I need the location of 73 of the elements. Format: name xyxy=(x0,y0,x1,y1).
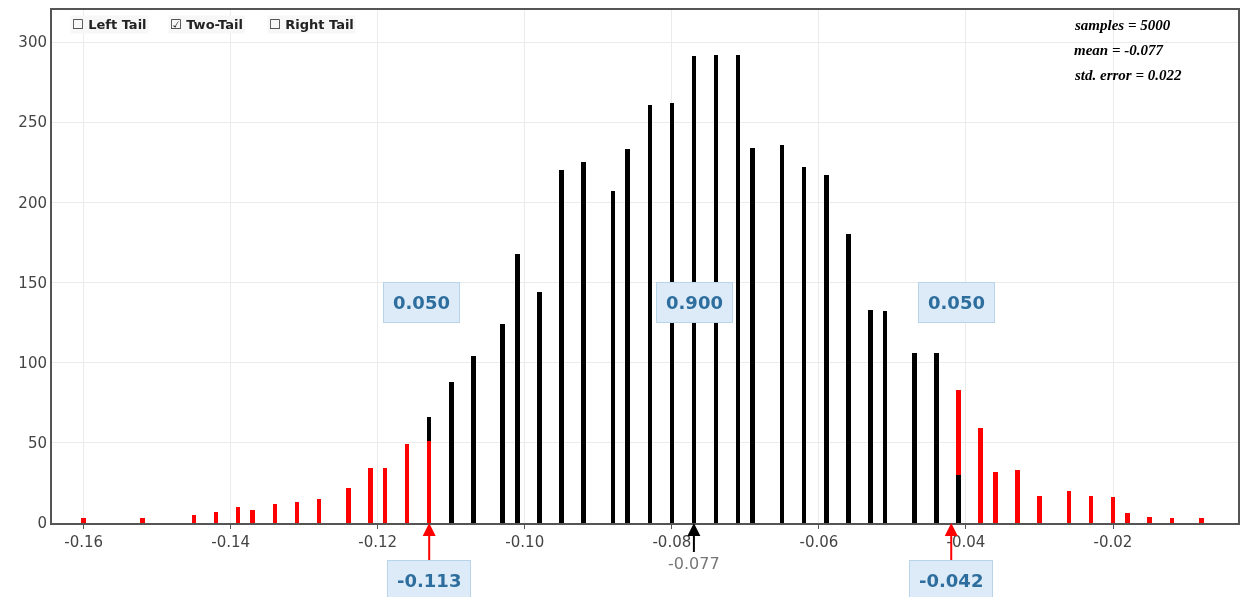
bar xyxy=(802,167,806,523)
bar xyxy=(750,148,755,523)
bar xyxy=(81,518,86,523)
bar xyxy=(317,499,321,523)
annotation: -0.077 xyxy=(668,554,720,573)
bar xyxy=(993,472,998,523)
bar xyxy=(1111,497,1115,523)
bar xyxy=(824,175,829,523)
annotation: samples = 5000 xyxy=(1074,17,1171,33)
annotation: 0.050 xyxy=(928,292,985,313)
annotation: 0.050 xyxy=(393,292,450,313)
y-tick-label: 150 xyxy=(18,273,47,292)
x-tick-label: -0.08 xyxy=(652,533,692,551)
bar xyxy=(236,507,240,523)
bar xyxy=(1147,517,1152,523)
bar xyxy=(214,512,218,523)
x-tick-label: -0.12 xyxy=(358,533,398,551)
bar xyxy=(500,324,505,523)
bar xyxy=(427,417,431,441)
annotation: ☐ Left Tail xyxy=(72,17,147,32)
bar xyxy=(846,234,851,523)
x-tick-label: -0.16 xyxy=(64,533,104,551)
bar xyxy=(912,353,917,523)
bar xyxy=(140,518,145,523)
bar xyxy=(648,105,652,523)
bar xyxy=(1170,518,1174,523)
annotation: ☐ Right Tail xyxy=(269,17,354,32)
bar xyxy=(934,353,939,523)
x-tick-label: -0.10 xyxy=(505,533,545,551)
bar xyxy=(1089,496,1093,523)
annotation: -0.113 xyxy=(397,570,462,591)
bar xyxy=(1015,470,1020,523)
bar xyxy=(449,382,454,523)
bar xyxy=(383,468,387,523)
y-tick-label: 200 xyxy=(18,193,47,212)
y-tick-label: 0 xyxy=(37,514,47,533)
bar xyxy=(515,254,520,523)
bar xyxy=(1199,518,1204,523)
x-tick-label: -0.02 xyxy=(1093,533,1133,551)
bar xyxy=(346,488,351,523)
x-tick-label: -0.14 xyxy=(211,533,251,551)
bar xyxy=(780,145,784,523)
bar xyxy=(405,444,409,523)
bar xyxy=(559,170,564,523)
bar xyxy=(581,162,586,523)
annotation: std. error = 0.022 xyxy=(1074,67,1182,83)
bar xyxy=(1067,491,1071,523)
bar xyxy=(273,504,277,523)
bar xyxy=(625,149,630,523)
bar xyxy=(883,311,887,523)
bar xyxy=(1125,513,1130,523)
annotation: -0.042 xyxy=(919,570,984,591)
y-tick-label: 100 xyxy=(18,353,47,372)
y-tick-label: 300 xyxy=(18,33,47,52)
bar xyxy=(736,55,740,523)
x-tick-label: -0.06 xyxy=(799,533,839,551)
y-tick-label: 50 xyxy=(27,434,47,453)
bar xyxy=(537,292,542,523)
bar xyxy=(956,475,961,523)
bar xyxy=(956,390,961,475)
annotation: 0.900 xyxy=(666,292,723,313)
y-tick-label: 250 xyxy=(18,113,47,132)
bar xyxy=(471,356,476,523)
bar xyxy=(978,428,983,523)
bar xyxy=(368,468,373,523)
bar xyxy=(868,310,873,523)
bar xyxy=(611,191,615,523)
bar xyxy=(1037,496,1042,523)
bar xyxy=(250,510,255,523)
bar xyxy=(192,515,196,523)
annotation: mean = -0.077 xyxy=(1074,42,1164,58)
bar xyxy=(295,502,299,523)
annotation: ☑ Two-Tail xyxy=(170,17,243,32)
